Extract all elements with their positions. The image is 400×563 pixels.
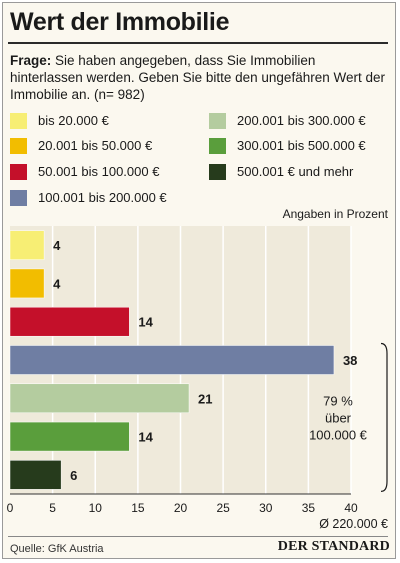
bracket-percent: 79 % [323,393,353,408]
bar [9,460,62,490]
x-tick-label: 20 [174,501,188,515]
bar-value-label: 4 [53,238,61,253]
x-tick-label: 0 [7,501,14,515]
bar-value-label: 6 [70,468,77,483]
x-tick-label: 15 [131,501,145,515]
brand-logo: DER STANDARD [277,539,390,554]
x-tick-label: 40 [344,501,358,515]
x-tick-label: 35 [302,501,316,515]
footer-rule [8,536,388,537]
bar [9,421,130,452]
bar [9,306,130,337]
title-rule [8,42,388,44]
question-text: Sie haben angegeben, dass Sie Immobilien… [10,53,385,102]
bar-value-label: 4 [53,276,61,291]
legend-swatch [10,190,27,206]
bracket-text: über [325,410,352,425]
average-note: Ø 220.000 € [319,517,388,531]
bar [9,230,45,260]
legend-label: 100.001 bis 200.000 € [38,190,167,205]
x-tick-label: 5 [49,501,56,515]
bar [9,345,335,375]
legend-label: bis 20.000 € [38,113,109,128]
legend-swatch [209,138,226,154]
survey-question: Frage: Sie haben angegeben, dass Sie Imm… [10,52,390,103]
question-prefix: Frage: [10,53,52,68]
bar-value-label: 14 [138,315,153,330]
legend-label: 500.001 € und mehr [237,164,354,179]
legend-swatch [10,113,27,129]
legend-swatch [209,113,226,129]
source-note: Quelle: GfK Austria [10,543,104,555]
bracket [380,342,388,492]
unit-label: Angaben in Prozent [283,207,389,221]
chart-title: Wert der Immobilie [10,8,230,36]
x-tick-label: 25 [216,501,230,515]
bar-value-label: 38 [343,353,357,368]
legend-label: 300.001 bis 500.000 € [237,138,366,153]
bar [9,383,190,414]
legend-label: 200.001 bis 300.000 € [237,113,366,128]
bar-value-label: 21 [198,391,212,406]
legend-swatch [10,164,27,180]
legend-label: 20.001 bis 50.000 € [38,138,153,153]
x-tick-label: 10 [89,501,103,515]
legend-swatch [10,138,27,154]
bracket-amount: 100.000 € [309,427,368,442]
x-tick-label: 30 [259,501,273,515]
legend-label: 50.001 bis 100.000 € [38,164,160,179]
legend-swatch [209,164,226,180]
bar-chart: Angaben in Prozent 4 4 14 38 21 14 6 0 5 10 15 20 25 3… [7,207,389,531]
bar [9,268,45,299]
bar-value-label: 14 [138,430,153,445]
